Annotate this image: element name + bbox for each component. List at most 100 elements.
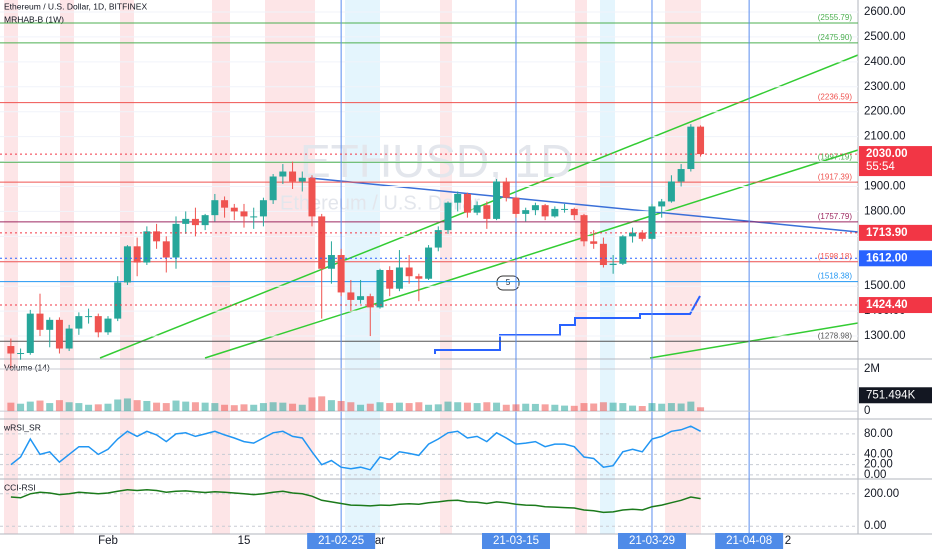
volume-bar [590,403,598,412]
volume-tag-label: 751.494K [866,389,916,401]
candle-body [599,243,607,266]
volume-bar [298,404,306,412]
volume-bar [376,402,384,412]
indicator-line [10,488,701,514]
volume-bar [454,402,462,412]
date-highlight-label: 21-03-15 [493,535,539,547]
level-label: (1997.19) [818,152,853,161]
x-tick-label: ar [375,535,385,547]
volume-bar [191,402,199,412]
candle-body [434,230,442,248]
candle-body [172,223,180,258]
candle-body [619,236,627,264]
volume-tag [859,387,932,404]
chart-title: Ethereum / U.S. Dollar, 1D, BITFINEX [4,1,147,11]
date-highlight-label: 21-04-08 [726,535,772,547]
volume-bar [395,402,403,412]
y-tick-label: 2100.00 [864,131,906,143]
candle-body [279,171,287,177]
candle-body [473,205,481,213]
candle-body [386,269,394,289]
volume-bar [473,403,481,412]
candle-body [55,319,63,349]
volume-bar [687,401,695,412]
candle-body [182,218,190,224]
volume-bar [259,403,267,412]
volume-bar [318,396,326,412]
band [600,0,615,534]
indicator-line [10,425,701,471]
volume-bar [327,400,335,412]
candle-body [162,241,170,258]
date-highlight-label: 21-02-25 [318,535,364,547]
volume-bar [415,402,423,412]
x-tick-label: Feb [98,535,118,547]
candle-body [551,208,559,217]
candle-body [638,232,646,239]
y-tick-label: 2500.00 [864,31,906,43]
level-label: (2555.79) [818,13,853,22]
y-tick-label: 1900.00 [864,181,906,193]
volume-bar [55,400,63,412]
volume-bar [65,402,73,412]
volume-bar [308,397,316,412]
volume-bar [629,405,637,412]
volume-bar [599,402,607,412]
y-tick-label: 0.00 [864,469,886,481]
volume-bar [46,403,54,412]
candle-body [522,210,530,214]
volume-bar [697,407,705,412]
volume-bar [104,403,112,412]
volume-bar [386,403,394,412]
trend-line [649,322,859,359]
volume-bar [75,403,83,412]
candle-body [133,246,141,263]
trend-line [309,177,859,233]
volume-bar [648,403,656,412]
volume-bar [289,403,297,412]
volume-bar [658,403,666,412]
candle-body [104,318,112,333]
band [4,0,18,534]
price-tag-countdown: 55:54 [866,161,895,173]
band [60,0,74,534]
price-tag-label: 1424.40 [866,299,908,311]
candle-body [65,328,73,349]
candle-body [425,247,433,279]
candle-body [531,205,539,211]
volume-bar [502,404,510,412]
volume-bar [463,402,471,412]
band [212,0,230,534]
candle-body [201,215,209,226]
panel-title: CCI-RSI [4,482,36,492]
candle-body [298,177,306,182]
candle-body [75,316,83,329]
volume-bar [366,403,374,412]
candle-body [26,313,34,354]
candle-body [366,296,374,308]
candle-body [648,206,656,239]
volume-bar [531,403,539,412]
volume-bar [201,402,209,412]
candle-body [123,246,131,283]
volume-bar [172,400,180,412]
volume-bar [230,405,238,412]
volume-bar [677,403,685,412]
volume-bar [143,400,151,412]
level-label: (1518.38) [818,272,853,281]
indicator-label: MRHAB-B (1W) [4,14,64,24]
candle-body [395,267,403,289]
candle-body [94,316,102,333]
x-tick-label: 15 [238,535,251,547]
candle-body [211,200,219,216]
y-tick-label: 1300.00 [864,330,906,342]
candle-body [454,193,462,203]
candle-body [289,171,297,182]
band [575,0,587,534]
candle-body [357,296,365,300]
volume-bar [7,402,15,412]
volume-bar [182,401,190,412]
candle-body [36,313,44,330]
candle-body [493,181,501,219]
